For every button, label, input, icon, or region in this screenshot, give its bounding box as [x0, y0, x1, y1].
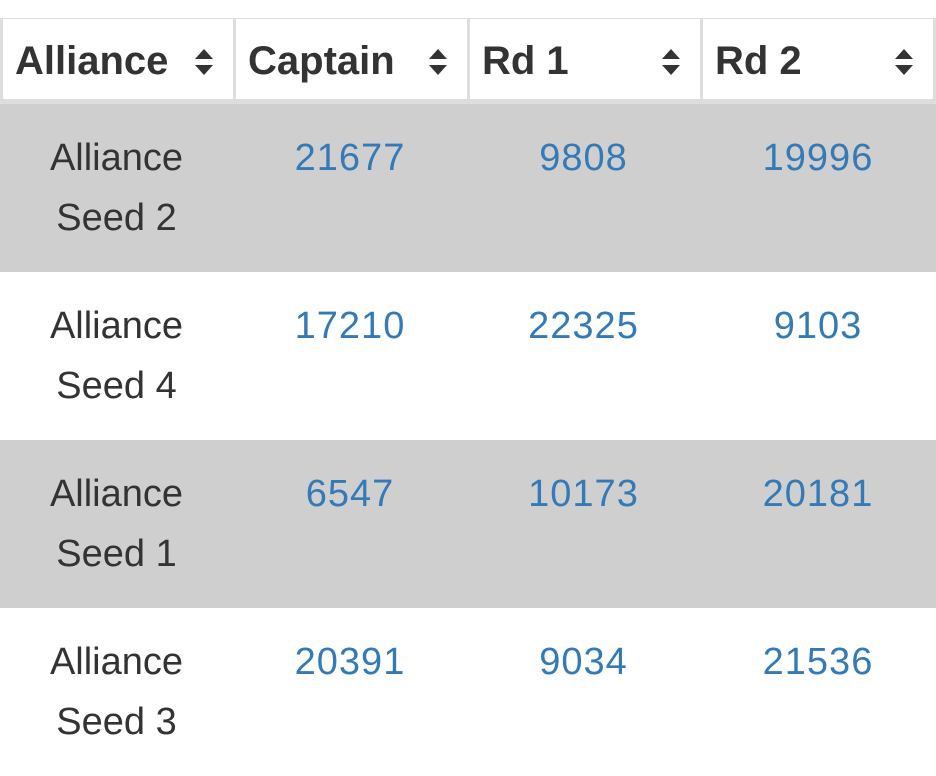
table-row: Alliance Seed 4 17210 22325 9103: [0, 272, 936, 440]
column-header-label: Rd 1: [482, 39, 569, 83]
rd1-cell: 10173: [467, 440, 700, 608]
rd2-cell: 19996: [700, 104, 936, 272]
table-row: Alliance Seed 2 21677 9808 19996: [0, 104, 936, 272]
column-header-label: Rd 2: [715, 39, 802, 83]
team-link[interactable]: 9808: [539, 137, 628, 179]
alliance-seed: Seed 4: [56, 365, 177, 407]
team-link[interactable]: 21536: [762, 641, 874, 683]
alliance-cell: Alliance Seed 3: [0, 608, 233, 776]
sort-icon[interactable]: [427, 47, 449, 77]
team-link[interactable]: 20181: [762, 473, 874, 515]
alliance-cell: Alliance Seed 2: [0, 104, 233, 272]
alliance-name: Alliance: [49, 641, 184, 683]
alliance-seed: Seed 1: [56, 533, 177, 575]
sort-icon[interactable]: [193, 47, 215, 77]
alliance-name: Alliance: [49, 137, 184, 179]
alliance-name: Alliance: [49, 473, 184, 515]
column-header-captain[interactable]: Captain: [233, 18, 467, 104]
alliance-name: Alliance: [49, 305, 184, 347]
alliance-cell: Alliance Seed 4: [0, 272, 233, 440]
rd2-cell: 9103: [700, 272, 936, 440]
sort-icon[interactable]: [893, 47, 915, 77]
team-link[interactable]: 20391: [294, 641, 406, 683]
rd1-cell: 9034: [467, 608, 700, 776]
alliance-seed: Seed 3: [56, 701, 177, 743]
alliances-table: Alliance Captain Rd 1 Rd 2: [0, 18, 936, 776]
table-row: Alliance Seed 3 20391 9034 21536: [0, 608, 936, 776]
column-header-label: Alliance: [15, 39, 169, 83]
captain-cell: 6547: [233, 440, 467, 608]
team-link[interactable]: 9034: [539, 641, 628, 683]
team-link[interactable]: 21677: [294, 137, 406, 179]
team-link[interactable]: 10173: [528, 473, 639, 515]
rd1-cell: 9808: [467, 104, 700, 272]
table-header: Alliance Captain Rd 1 Rd 2: [0, 18, 936, 104]
team-link[interactable]: 6547: [305, 473, 395, 515]
column-header-rd2[interactable]: Rd 2: [700, 18, 936, 104]
sort-icon[interactable]: [660, 47, 682, 77]
column-header-rd1[interactable]: Rd 1: [467, 18, 700, 104]
alliance-cell: Alliance Seed 1: [0, 440, 233, 608]
alliance-seed: Seed 2: [56, 197, 177, 239]
rd2-cell: 20181: [700, 440, 936, 608]
team-link[interactable]: 19996: [762, 137, 874, 179]
table-row: Alliance Seed 1 6547 10173 20181: [0, 440, 936, 608]
column-header-label: Captain: [248, 39, 395, 83]
rd1-cell: 22325: [467, 272, 700, 440]
captain-cell: 21677: [233, 104, 467, 272]
captain-cell: 17210: [233, 272, 467, 440]
captain-cell: 20391: [233, 608, 467, 776]
team-link[interactable]: 17210: [294, 305, 406, 347]
rd2-cell: 21536: [700, 608, 936, 776]
column-header-alliance[interactable]: Alliance: [0, 18, 233, 104]
team-link[interactable]: 9103: [773, 305, 863, 347]
team-link[interactable]: 22325: [528, 305, 639, 347]
